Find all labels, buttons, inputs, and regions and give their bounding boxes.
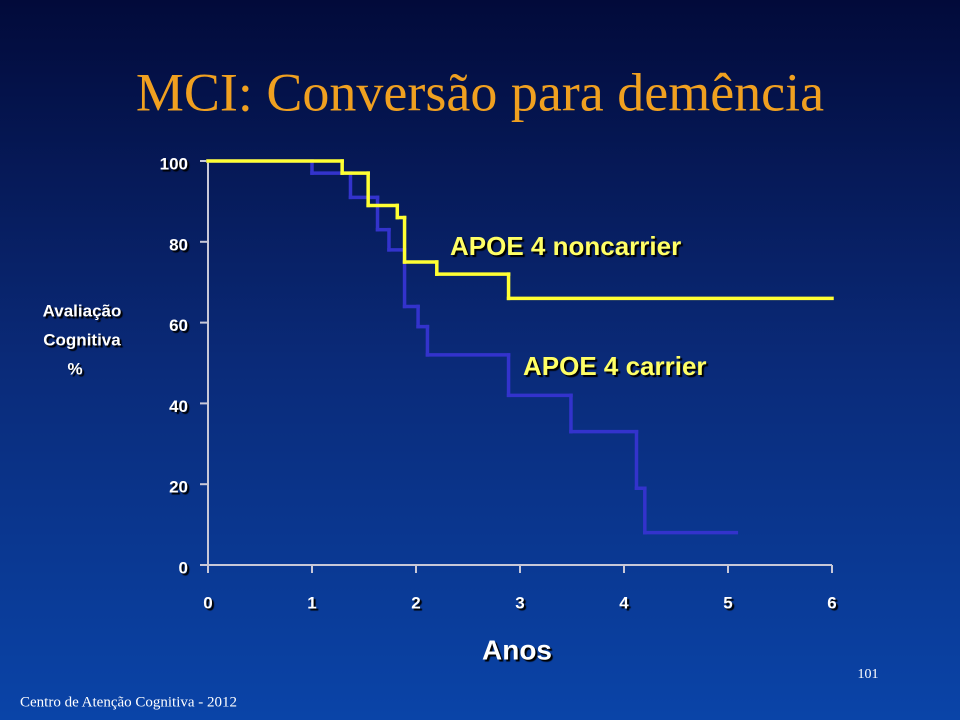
y-tick-label: 0	[179, 558, 188, 577]
x-tick-label: 2	[411, 593, 420, 612]
x-tick-label: 6	[827, 593, 836, 612]
x-axis-label: Anos	[482, 634, 552, 665]
chart-title: MCI: Conversão para demência	[136, 62, 824, 122]
y-tick-label: 60	[169, 316, 188, 335]
series-label: APOE 4 carrier	[523, 351, 707, 381]
y-tick-label: 40	[169, 397, 188, 416]
x-tick-label: 1	[307, 593, 316, 612]
series-label: APOE 4 noncarrier	[450, 231, 681, 261]
y-tick-label: 100	[160, 154, 188, 173]
x-tick-label: 4	[619, 593, 629, 612]
y-axis-label: %	[67, 359, 82, 378]
x-tick-label: 0	[203, 593, 212, 612]
page-number: 101	[858, 667, 879, 682]
x-tick-label: 5	[723, 593, 732, 612]
y-axis-label: Avaliação	[43, 301, 122, 320]
footer: Centro de Atenção Cognitiva - 2012	[20, 694, 237, 710]
y-axis-label: Cognitiva	[43, 330, 121, 349]
y-tick-label: 20	[169, 478, 188, 497]
y-tick-label: 80	[169, 235, 188, 254]
x-tick-label: 3	[515, 593, 524, 612]
